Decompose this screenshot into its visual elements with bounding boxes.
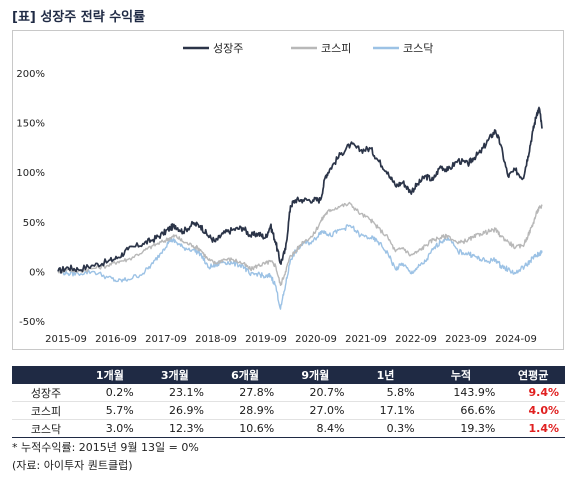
annual-avg-cell: 4.0%	[501, 401, 565, 420]
y-tick-label: 100%	[16, 168, 45, 179]
y-tick-label: 0%	[29, 267, 45, 278]
column-header: 1년	[350, 366, 421, 384]
y-tick-label: 50%	[23, 218, 45, 229]
table-cell: 23.1%	[139, 384, 210, 402]
series-line-3	[57, 224, 543, 310]
legend-label: 코스피	[321, 42, 351, 55]
footnote: * 누적수익률: 2015년 9월 13일 = 0%	[12, 441, 199, 454]
annual-avg-cell: 1.4%	[501, 419, 565, 438]
series-line-1	[57, 106, 543, 274]
table-cell: 26.9%	[139, 401, 210, 420]
table-cell: 28.9%	[209, 401, 281, 420]
column-header: 1개월	[80, 366, 140, 384]
series-line-2	[57, 201, 543, 286]
table-cell: 0.2%	[80, 384, 140, 402]
column-header: 누적	[420, 366, 502, 384]
x-tick-label: 2022-09	[395, 334, 437, 345]
x-tick-label: 2015-09	[45, 334, 87, 345]
table-row: 성장주 0.2% 23.1% 27.8% 20.7% 5.8% 143.9% 9.4%	[12, 384, 565, 402]
legend-label: 성장주	[213, 42, 243, 55]
table-cell: 0.3%	[350, 419, 421, 438]
x-tick-label: 2023-09	[445, 334, 487, 345]
table-cell: 20.7%	[280, 384, 351, 402]
row-label: 코스닥	[12, 419, 80, 438]
source-note: (자료: 아이투자 퀀트클럽)	[12, 459, 133, 472]
x-tick-label: 2024-09	[495, 334, 537, 345]
table-body: 성장주 0.2% 23.1% 27.8% 20.7% 5.8% 143.9% 9.4% 코스피 5…	[12, 384, 565, 438]
column-header: 3개월	[139, 366, 210, 384]
table-row: 코스닥 3.0% 12.3% 10.6% 8.4% 0.3% 19.3% 1.4%	[12, 419, 565, 438]
y-tick-label: 200%	[16, 69, 45, 80]
x-tick-label: 2020-09	[295, 334, 337, 345]
table-cell: 8.4%	[280, 419, 351, 438]
table-cell: 17.1%	[350, 401, 421, 420]
table-cell: 3.0%	[80, 419, 140, 438]
x-tick-label: 2021-09	[345, 334, 387, 345]
y-tick-label: -50%	[19, 317, 45, 328]
page-title: [표] 성장주 전략 수익률	[12, 10, 146, 25]
table-cell: 10.6%	[209, 419, 281, 438]
row-label: 성장주	[12, 384, 80, 402]
table-cell: 5.7%	[80, 401, 140, 420]
legend-label: 코스닥	[403, 42, 433, 55]
annual-avg-cell: 9.4%	[501, 384, 565, 402]
column-header: 연평균	[501, 366, 565, 384]
column-header	[12, 366, 80, 384]
table-cell: 27.8%	[209, 384, 281, 402]
table-header-row: 1개월 3개월 6개월 9개월 1년 누적 연평균	[12, 366, 565, 384]
column-header: 9개월	[280, 366, 351, 384]
row-label: 코스피	[12, 401, 80, 420]
table-cell: 12.3%	[139, 419, 210, 438]
x-tick-label: 2016-09	[95, 334, 137, 345]
y-tick-label: 150%	[16, 119, 45, 130]
line-chart: 200% 150% 100% 50% 0% -50%2015-09 2016-09 2017-…	[16, 42, 543, 345]
x-tick-label: 2019-09	[245, 334, 287, 345]
x-tick-label: 2017-09	[145, 334, 187, 345]
returns-table: 1개월 3개월 6개월 9개월 1년 누적 연평균 성장주 0.2% 23.1% 27.8% 20.…	[12, 366, 565, 438]
table-cell: 143.9%	[420, 384, 502, 402]
column-header: 6개월	[209, 366, 281, 384]
table-cell: 66.6%	[420, 401, 502, 420]
table-cell: 27.0%	[280, 401, 351, 420]
table-cell: 19.3%	[420, 419, 502, 438]
table-row: 코스피 5.7% 26.9% 28.9% 27.0% 17.1% 66.6% 4.0%	[12, 401, 565, 420]
chart-area: 200% 150% 100% 50% 0% -50% 2015-09 2016-09 2017-…	[12, 30, 564, 350]
table-cell: 5.8%	[350, 384, 421, 402]
x-tick-label: 2018-09	[195, 334, 237, 345]
